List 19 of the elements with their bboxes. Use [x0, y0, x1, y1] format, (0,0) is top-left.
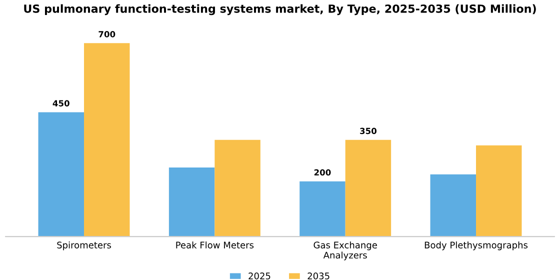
x-tick-label: Gas Exchange Analyzers — [314, 241, 377, 260]
data-label: 700 — [98, 31, 116, 38]
bar — [214, 140, 260, 237]
bar — [345, 140, 392, 237]
bar — [476, 145, 522, 237]
legend-label: 2035 — [308, 272, 330, 280]
bar — [430, 174, 476, 237]
legend-label: 2025 — [248, 272, 270, 280]
data-label: 350 — [360, 128, 376, 134]
chart-title: US pulmonary function-testing systems market, By Type, 2025-2035 (USD Million) — [24, 4, 536, 16]
bar — [84, 43, 130, 237]
x-tick-label: Spirometers — [57, 241, 111, 250]
bar — [38, 112, 84, 237]
x-tick-label: Peak Flow Meters — [176, 241, 254, 248]
data-label: 200 — [314, 169, 331, 176]
x-tick-label: Body Plethysmographs — [424, 241, 528, 250]
bar — [300, 181, 346, 237]
data-label: 450 — [52, 100, 70, 106]
bar — [168, 168, 215, 237]
